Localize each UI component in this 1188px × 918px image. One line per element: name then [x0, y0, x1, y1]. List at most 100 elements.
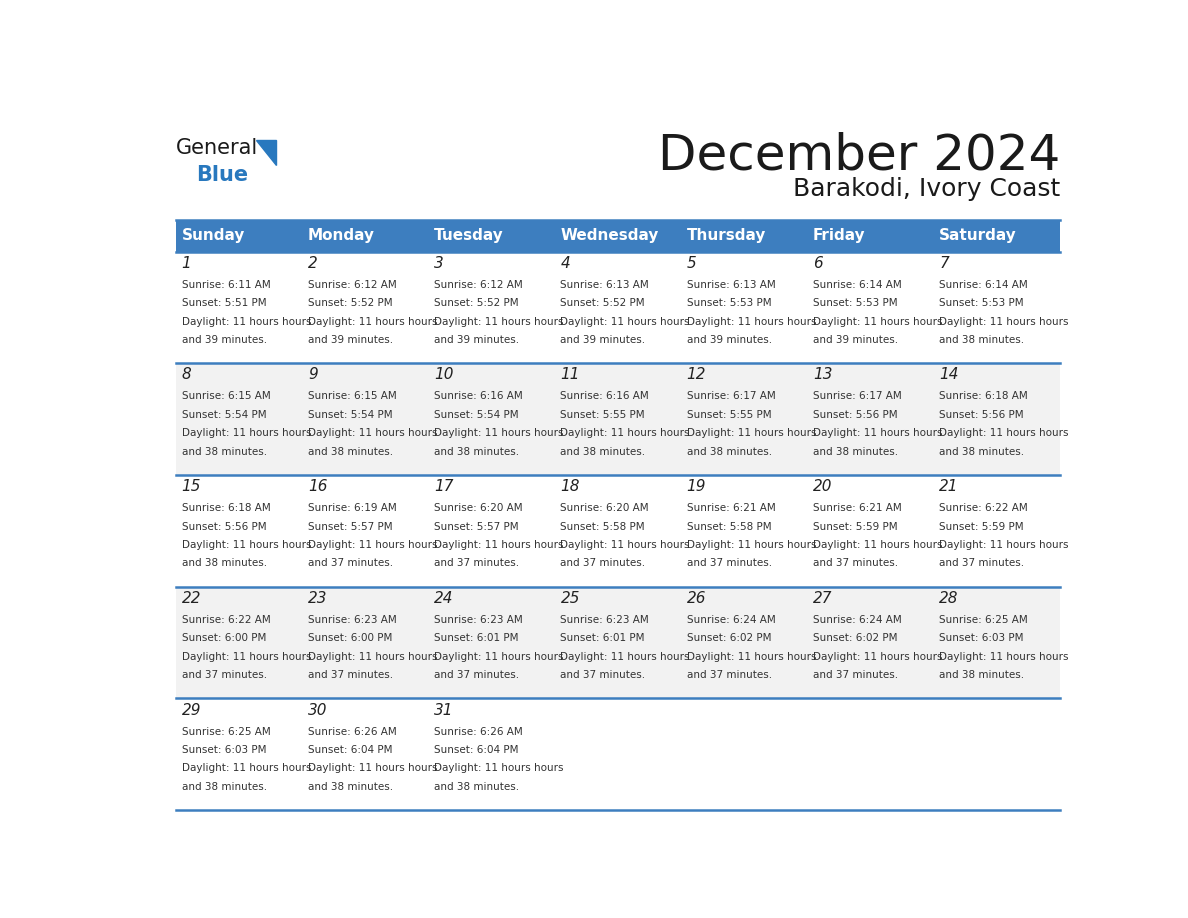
- Text: and 39 minutes.: and 39 minutes.: [434, 335, 519, 345]
- Text: General: General: [176, 139, 258, 159]
- Text: 3: 3: [434, 256, 444, 271]
- Text: Sunset: 5:52 PM: Sunset: 5:52 PM: [561, 298, 645, 308]
- Text: Sunrise: 6:25 AM: Sunrise: 6:25 AM: [182, 726, 271, 736]
- Text: Sunrise: 6:24 AM: Sunrise: 6:24 AM: [813, 615, 902, 625]
- Text: Sunset: 5:54 PM: Sunset: 5:54 PM: [434, 409, 519, 420]
- Text: Sunrise: 6:13 AM: Sunrise: 6:13 AM: [687, 280, 776, 290]
- Text: and 38 minutes.: and 38 minutes.: [434, 782, 519, 791]
- Text: Sunrise: 6:17 AM: Sunrise: 6:17 AM: [687, 391, 776, 401]
- Text: and 38 minutes.: and 38 minutes.: [182, 782, 267, 791]
- Text: Sunset: 5:59 PM: Sunset: 5:59 PM: [940, 521, 1024, 532]
- Text: Monday: Monday: [308, 229, 375, 243]
- Text: Daylight: 11 hours hours: Daylight: 11 hours hours: [182, 540, 311, 550]
- Bar: [176, 587, 303, 699]
- Text: Daylight: 11 hours hours: Daylight: 11 hours hours: [182, 428, 311, 438]
- Text: and 37 minutes.: and 37 minutes.: [308, 558, 393, 568]
- Bar: [808, 587, 934, 699]
- Text: Daylight: 11 hours hours: Daylight: 11 hours hours: [687, 540, 816, 550]
- Polygon shape: [257, 140, 277, 165]
- Text: 28: 28: [940, 591, 959, 606]
- Text: and 37 minutes.: and 37 minutes.: [308, 670, 393, 680]
- Text: Sunset: 6:00 PM: Sunset: 6:00 PM: [182, 633, 266, 644]
- Bar: [555, 587, 681, 699]
- Text: Sunset: 6:01 PM: Sunset: 6:01 PM: [561, 633, 645, 644]
- Text: and 38 minutes.: and 38 minutes.: [561, 447, 645, 456]
- Bar: [681, 587, 808, 699]
- Text: and 39 minutes.: and 39 minutes.: [561, 335, 645, 345]
- Text: Sunrise: 6:15 AM: Sunrise: 6:15 AM: [182, 391, 271, 401]
- Text: and 37 minutes.: and 37 minutes.: [561, 670, 645, 680]
- Text: Sunset: 5:53 PM: Sunset: 5:53 PM: [940, 298, 1024, 308]
- Text: Daylight: 11 hours hours: Daylight: 11 hours hours: [308, 317, 437, 327]
- Text: Sunset: 5:55 PM: Sunset: 5:55 PM: [561, 409, 645, 420]
- Text: Daylight: 11 hours hours: Daylight: 11 hours hours: [561, 540, 690, 550]
- Text: and 38 minutes.: and 38 minutes.: [182, 558, 267, 568]
- Text: Sunset: 5:55 PM: Sunset: 5:55 PM: [687, 409, 771, 420]
- Text: Sunset: 6:03 PM: Sunset: 6:03 PM: [940, 633, 1024, 644]
- Text: Daylight: 11 hours hours: Daylight: 11 hours hours: [561, 652, 690, 662]
- Text: Sunset: 5:54 PM: Sunset: 5:54 PM: [182, 409, 266, 420]
- Text: 24: 24: [434, 591, 454, 606]
- Text: Daylight: 11 hours hours: Daylight: 11 hours hours: [687, 428, 816, 438]
- Text: and 37 minutes.: and 37 minutes.: [813, 670, 898, 680]
- Bar: [808, 475, 934, 587]
- Bar: [808, 364, 934, 475]
- Bar: [555, 364, 681, 475]
- Text: and 38 minutes.: and 38 minutes.: [308, 447, 393, 456]
- Text: and 38 minutes.: and 38 minutes.: [813, 447, 898, 456]
- Text: 23: 23: [308, 591, 328, 606]
- Text: Sunrise: 6:12 AM: Sunrise: 6:12 AM: [434, 280, 523, 290]
- Text: Sunset: 6:04 PM: Sunset: 6:04 PM: [308, 744, 392, 755]
- Text: Tuesday: Tuesday: [434, 229, 504, 243]
- Text: Daylight: 11 hours hours: Daylight: 11 hours hours: [434, 317, 563, 327]
- Text: Sunset: 5:52 PM: Sunset: 5:52 PM: [434, 298, 519, 308]
- Text: Sunrise: 6:25 AM: Sunrise: 6:25 AM: [940, 615, 1028, 625]
- Text: Sunrise: 6:16 AM: Sunrise: 6:16 AM: [434, 391, 523, 401]
- Text: and 39 minutes.: and 39 minutes.: [813, 335, 898, 345]
- Bar: [555, 252, 681, 364]
- Text: Daylight: 11 hours hours: Daylight: 11 hours hours: [434, 428, 563, 438]
- Bar: [429, 252, 555, 364]
- Text: 13: 13: [813, 367, 833, 383]
- Text: Sunset: 6:03 PM: Sunset: 6:03 PM: [182, 744, 266, 755]
- Text: and 38 minutes.: and 38 minutes.: [687, 447, 772, 456]
- Text: Daylight: 11 hours hours: Daylight: 11 hours hours: [308, 652, 437, 662]
- Text: 11: 11: [561, 367, 580, 383]
- Text: Daylight: 11 hours hours: Daylight: 11 hours hours: [434, 652, 563, 662]
- Text: Sunrise: 6:13 AM: Sunrise: 6:13 AM: [561, 280, 649, 290]
- Text: Sunset: 6:01 PM: Sunset: 6:01 PM: [434, 633, 519, 644]
- Text: Sunset: 5:52 PM: Sunset: 5:52 PM: [308, 298, 392, 308]
- Text: Barakodi, Ivory Coast: Barakodi, Ivory Coast: [792, 177, 1060, 201]
- Text: 2: 2: [308, 256, 317, 271]
- Text: Sunrise: 6:26 AM: Sunrise: 6:26 AM: [434, 726, 523, 736]
- Text: 25: 25: [561, 591, 580, 606]
- Text: Sunrise: 6:18 AM: Sunrise: 6:18 AM: [182, 503, 271, 513]
- Bar: [176, 364, 303, 475]
- Text: Sunset: 6:00 PM: Sunset: 6:00 PM: [308, 633, 392, 644]
- Bar: [934, 364, 1060, 475]
- Text: Sunrise: 6:23 AM: Sunrise: 6:23 AM: [308, 615, 397, 625]
- Text: and 38 minutes.: and 38 minutes.: [308, 782, 393, 791]
- Text: Daylight: 11 hours hours: Daylight: 11 hours hours: [434, 540, 563, 550]
- Bar: [429, 364, 555, 475]
- Text: 18: 18: [561, 479, 580, 494]
- Text: Daylight: 11 hours hours: Daylight: 11 hours hours: [813, 428, 942, 438]
- Bar: [429, 219, 555, 252]
- Bar: [681, 252, 808, 364]
- Text: Daylight: 11 hours hours: Daylight: 11 hours hours: [940, 428, 1069, 438]
- Text: Sunset: 6:04 PM: Sunset: 6:04 PM: [434, 744, 519, 755]
- Text: Daylight: 11 hours hours: Daylight: 11 hours hours: [308, 540, 437, 550]
- Text: 7: 7: [940, 256, 949, 271]
- Text: and 38 minutes.: and 38 minutes.: [434, 447, 519, 456]
- Text: Sunrise: 6:23 AM: Sunrise: 6:23 AM: [434, 615, 523, 625]
- Text: and 38 minutes.: and 38 minutes.: [940, 447, 1024, 456]
- Text: Sunday: Sunday: [182, 229, 245, 243]
- Text: and 39 minutes.: and 39 minutes.: [308, 335, 393, 345]
- Bar: [555, 219, 681, 252]
- Bar: [303, 252, 429, 364]
- Text: Sunset: 5:56 PM: Sunset: 5:56 PM: [813, 409, 898, 420]
- Text: and 38 minutes.: and 38 minutes.: [940, 670, 1024, 680]
- Text: Daylight: 11 hours hours: Daylight: 11 hours hours: [687, 317, 816, 327]
- Text: Sunset: 5:59 PM: Sunset: 5:59 PM: [813, 521, 898, 532]
- Text: Sunrise: 6:21 AM: Sunrise: 6:21 AM: [687, 503, 776, 513]
